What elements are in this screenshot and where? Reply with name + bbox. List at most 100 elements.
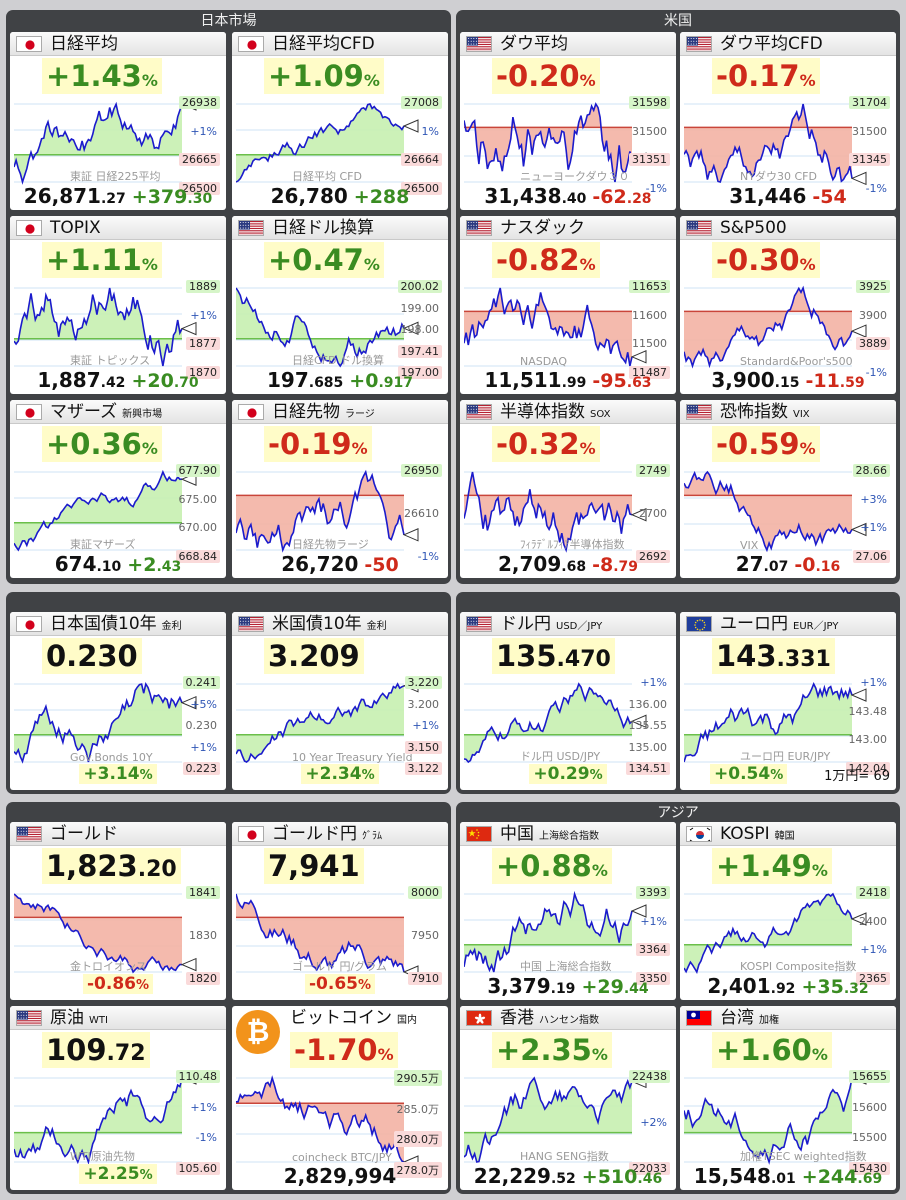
card-title: ゴールド — [50, 823, 118, 845]
y-tick-label: 26950 — [401, 464, 442, 477]
card-vix[interactable]: 恐怖指数 VIX -0.59% VIX 28.66 +3% +1% 27.06 27.07 -0.… — [680, 400, 896, 578]
chart-source-label: 日経先物ラージ — [292, 538, 369, 551]
y-tick-label: +1% — [640, 676, 667, 689]
y-tick-label: +5% — [190, 698, 217, 711]
card-kospi[interactable]: KOSPI 韓国 +1.49% KOSPI Composite指数 2418 2400 +1… — [680, 822, 896, 1000]
change-percent: -0.32% — [492, 426, 600, 462]
card-header: 香港 ハンセン指数 — [460, 1006, 676, 1030]
chart-source-label: ゴールド 円/グラム — [292, 960, 387, 973]
card-header: 恐怖指数 VIX — [680, 400, 896, 424]
current-value: 1,823.20 — [42, 848, 181, 884]
value-decimal: .01 — [770, 1171, 796, 1187]
change-value: +20.70 — [131, 370, 198, 392]
y-tick-label: 1% — [421, 125, 439, 138]
y-tick-label: 26664 — [401, 153, 442, 166]
pct-unit: % — [799, 255, 816, 274]
y-tick-label: -1% — [865, 366, 887, 379]
flag-kr-icon — [686, 826, 712, 842]
card-nkfut[interactable]: 日経先物 ラージ -0.19% 日経先物ラージ 26950 26610 -1% 26,720-… — [232, 400, 448, 578]
sparkline-chart — [236, 278, 444, 392]
value-int: 26,720 — [281, 552, 359, 576]
change-value: +288 — [354, 186, 410, 208]
card-footer: 1,887.42 +20.70 — [10, 368, 226, 392]
pct-value: -0.19 — [268, 427, 352, 461]
card-taiwan[interactable]: 台湾 加権 +1.60% 加権TSEC weighted指数 15655 15600 155… — [680, 1006, 896, 1190]
card-topix[interactable]: TOPIX +1.11% 東証 トピックス 1889 +1% 1877 1870 1,887.… — [10, 216, 226, 394]
card-btc[interactable]: ₿ ビットコイン 国内 -1.70% coincheck BTC/JPY 290.5万 28… — [232, 1006, 448, 1190]
card-subtitle: 金利 — [161, 621, 182, 632]
card-title: 日経平均 — [50, 33, 118, 55]
flag-us-icon — [686, 404, 712, 420]
card-dowcfd[interactable]: ダウ平均CFD -0.17% NYダウ30 CFD 31704 31500 31345 -1… — [680, 32, 896, 210]
card-sp500[interactable]: S&P500 -0.30% Standard&Poor's500 3925 3900 38… — [680, 216, 896, 394]
y-tick-label: 31345 — [849, 153, 890, 166]
card-sox[interactable]: 半導体指数 SOX -0.32% ﾌｨﾗﾃﾞﾙﾌｨｱ半導体指数 2749 2700 2692… — [460, 400, 676, 578]
card-subtitle: 韓国 — [774, 831, 795, 842]
card-usdjpy[interactable]: ドル円 USD／JPY 135.470 ドル円 USD/JPY +1% 136.00 135… — [460, 612, 676, 790]
y-tick-label: 0.241 — [182, 676, 220, 689]
chart-source-label: WTI原油先物 — [70, 1150, 135, 1163]
flag-tw-icon — [686, 1010, 712, 1026]
y-tick-label: 3900 — [859, 309, 887, 322]
card-header: 日経平均CFD — [232, 32, 448, 56]
current-value: 197.685 — [267, 368, 343, 392]
change-value: +510.46 — [582, 1166, 662, 1188]
chart-source-label: NYダウ30 CFD — [740, 170, 817, 183]
card-ust[interactable]: 米国債10年 金利 3.209 10 Year Treasury Yield 3.220… — [232, 612, 448, 790]
pct-value: -0.20 — [496, 59, 580, 93]
card-eurjpy[interactable]: ユーロ円 EUR／JPY 143.331 ユーロ円 EUR/JPY +1% 143.48 1… — [680, 612, 896, 790]
card-dow[interactable]: ダウ平均 -0.20% ニューヨークダウ３０ 31598 31500 31351 -1% 31… — [460, 32, 676, 210]
card-goldjpy[interactable]: ゴールド円 ｸﾞﾗﾑ 7,941 ゴールド 円/グラム 8000 7950 7910 -0.6… — [232, 822, 448, 1000]
card-footer: +2.34% — [232, 764, 448, 788]
current-value: 26,871.27 — [24, 184, 126, 208]
flag-jp-icon — [238, 404, 264, 420]
card-oil[interactable]: 原油 WTI 109.72 WTI原油先物 110.48 +1% -1% 105.60 +2.2… — [10, 1006, 226, 1190]
pct-unit: % — [591, 1045, 608, 1064]
card-nikkei[interactable]: 日経平均 +1.43% 東証 日経225平均 26938 +1% 26665 26500 26… — [10, 32, 226, 210]
flag-cn-icon — [466, 826, 492, 842]
card-nikkeicfd[interactable]: 日経平均CFD +1.09% 日経平均 CFD 27008 1% 26664 26500 26… — [232, 32, 448, 210]
section-title-asia: アジア — [657, 805, 699, 821]
card-header: ナスダック — [460, 216, 676, 240]
card-footer: -0.86% — [10, 974, 226, 998]
card-gold[interactable]: ゴールド 1,823.20 金トロイオンス 1841 1830 1820 -0.86% — [10, 822, 226, 1000]
card-nasdaq[interactable]: ナスダック -0.82% NASDAQ 11653 11600 11500 11487 11,… — [460, 216, 676, 394]
y-tick-label: 31704 — [849, 96, 890, 109]
sparkline-chart — [464, 1068, 672, 1188]
card-shanghai[interactable]: 中国 上海総合指数 +0.88% 中国 上海総合指数 3393 +1% 3364 3350 3,… — [460, 822, 676, 1000]
change-int: +35 — [801, 976, 844, 998]
current-value: 135.470 — [492, 638, 615, 674]
card-hangseng[interactable]: 香港 ハンセン指数 +2.35% HANG SENG指数 22438 +2% 22033 22… — [460, 1006, 676, 1190]
pct-value: +3.14 — [83, 764, 140, 784]
y-tick-label: 22033 — [629, 1162, 670, 1175]
card-subtitle: USD／JPY — [556, 621, 603, 632]
card-header: ドル円 USD／JPY — [460, 612, 676, 636]
value-decimal: .99 — [561, 375, 587, 391]
y-tick-label: +1% — [190, 309, 217, 322]
card-subtitle: WTI — [89, 1015, 108, 1026]
change-decimal: .16 — [815, 559, 841, 575]
change-decimal: .30 — [187, 191, 213, 207]
card-subtitle: 金利 — [366, 621, 387, 632]
change-decimal: .63 — [626, 375, 652, 391]
change-decimal: .44 — [623, 981, 649, 997]
change-decimal: .28 — [626, 191, 652, 207]
card-header: ゴールド — [10, 822, 226, 846]
pct-value: +2.25 — [83, 1164, 140, 1184]
card-footer: 674.10 +2.43 — [10, 552, 226, 576]
sparkline-chart — [684, 674, 892, 788]
card-title-text: 日経ドル換算 — [272, 218, 374, 238]
card-title-text: 米国債10年 — [272, 614, 362, 634]
y-tick-label: 26610 — [404, 507, 439, 520]
card-jgb[interactable]: 日本国債10年 金利 0.230 Gov.Bonds 10Y 0.241 +5% 0.230… — [10, 612, 226, 790]
pct-value: +1.43 — [46, 59, 142, 93]
y-tick-label: 2700 — [639, 507, 667, 520]
pct-value: +0.54 — [714, 764, 771, 784]
sparkline-chart — [14, 884, 222, 998]
card-header: ビットコイン 国内 — [232, 1006, 448, 1030]
card-nkusd[interactable]: 日経ドル換算 +0.47% 日経CFD ドル換算 200.02 199.00 198.00… — [232, 216, 448, 394]
y-tick-label: 27008 — [401, 96, 442, 109]
card-mothers[interactable]: マザーズ 新興市場 +0.36% 東証マザーズ 677.90 675.00 670.00 66… — [10, 400, 226, 578]
card-title: ダウ平均 — [500, 33, 568, 55]
y-tick-label: +1% — [190, 741, 217, 754]
